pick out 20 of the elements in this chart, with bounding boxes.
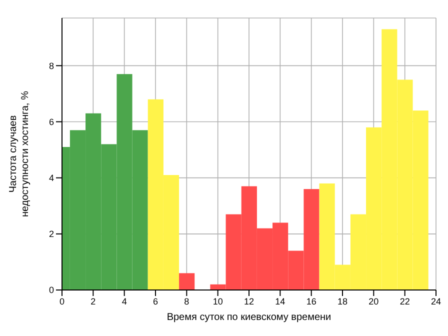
x-tick-label: 4 (122, 296, 127, 306)
x-tick-label: 22 (400, 296, 410, 306)
x-tick-label: 2 (90, 296, 96, 306)
y-tick-label: 8 (48, 60, 54, 71)
x-tick-label: 6 (152, 296, 158, 306)
x-tick-label: 14 (275, 296, 286, 306)
x-tick-label: 0 (59, 296, 65, 306)
y-tick-label: 4 (48, 173, 54, 184)
x-tick-label: 10 (212, 296, 223, 306)
x-tick-label: 16 (306, 296, 316, 306)
y-tick-label: 6 (48, 116, 54, 127)
x-tick-label: 12 (244, 296, 254, 306)
x-tick-label: 8 (184, 296, 190, 306)
x-tick-label: 18 (337, 296, 348, 306)
y-axis-title: Частота случаев недоступности хостинга, % (8, 90, 31, 217)
y-tick-label: 2 (48, 229, 54, 240)
y-tick-label: 0 (48, 285, 54, 296)
x-tick-label: 24 (430, 296, 442, 306)
x-axis-title: Время суток по киевскому времени (166, 312, 332, 323)
x-tick-label: 20 (368, 296, 379, 306)
